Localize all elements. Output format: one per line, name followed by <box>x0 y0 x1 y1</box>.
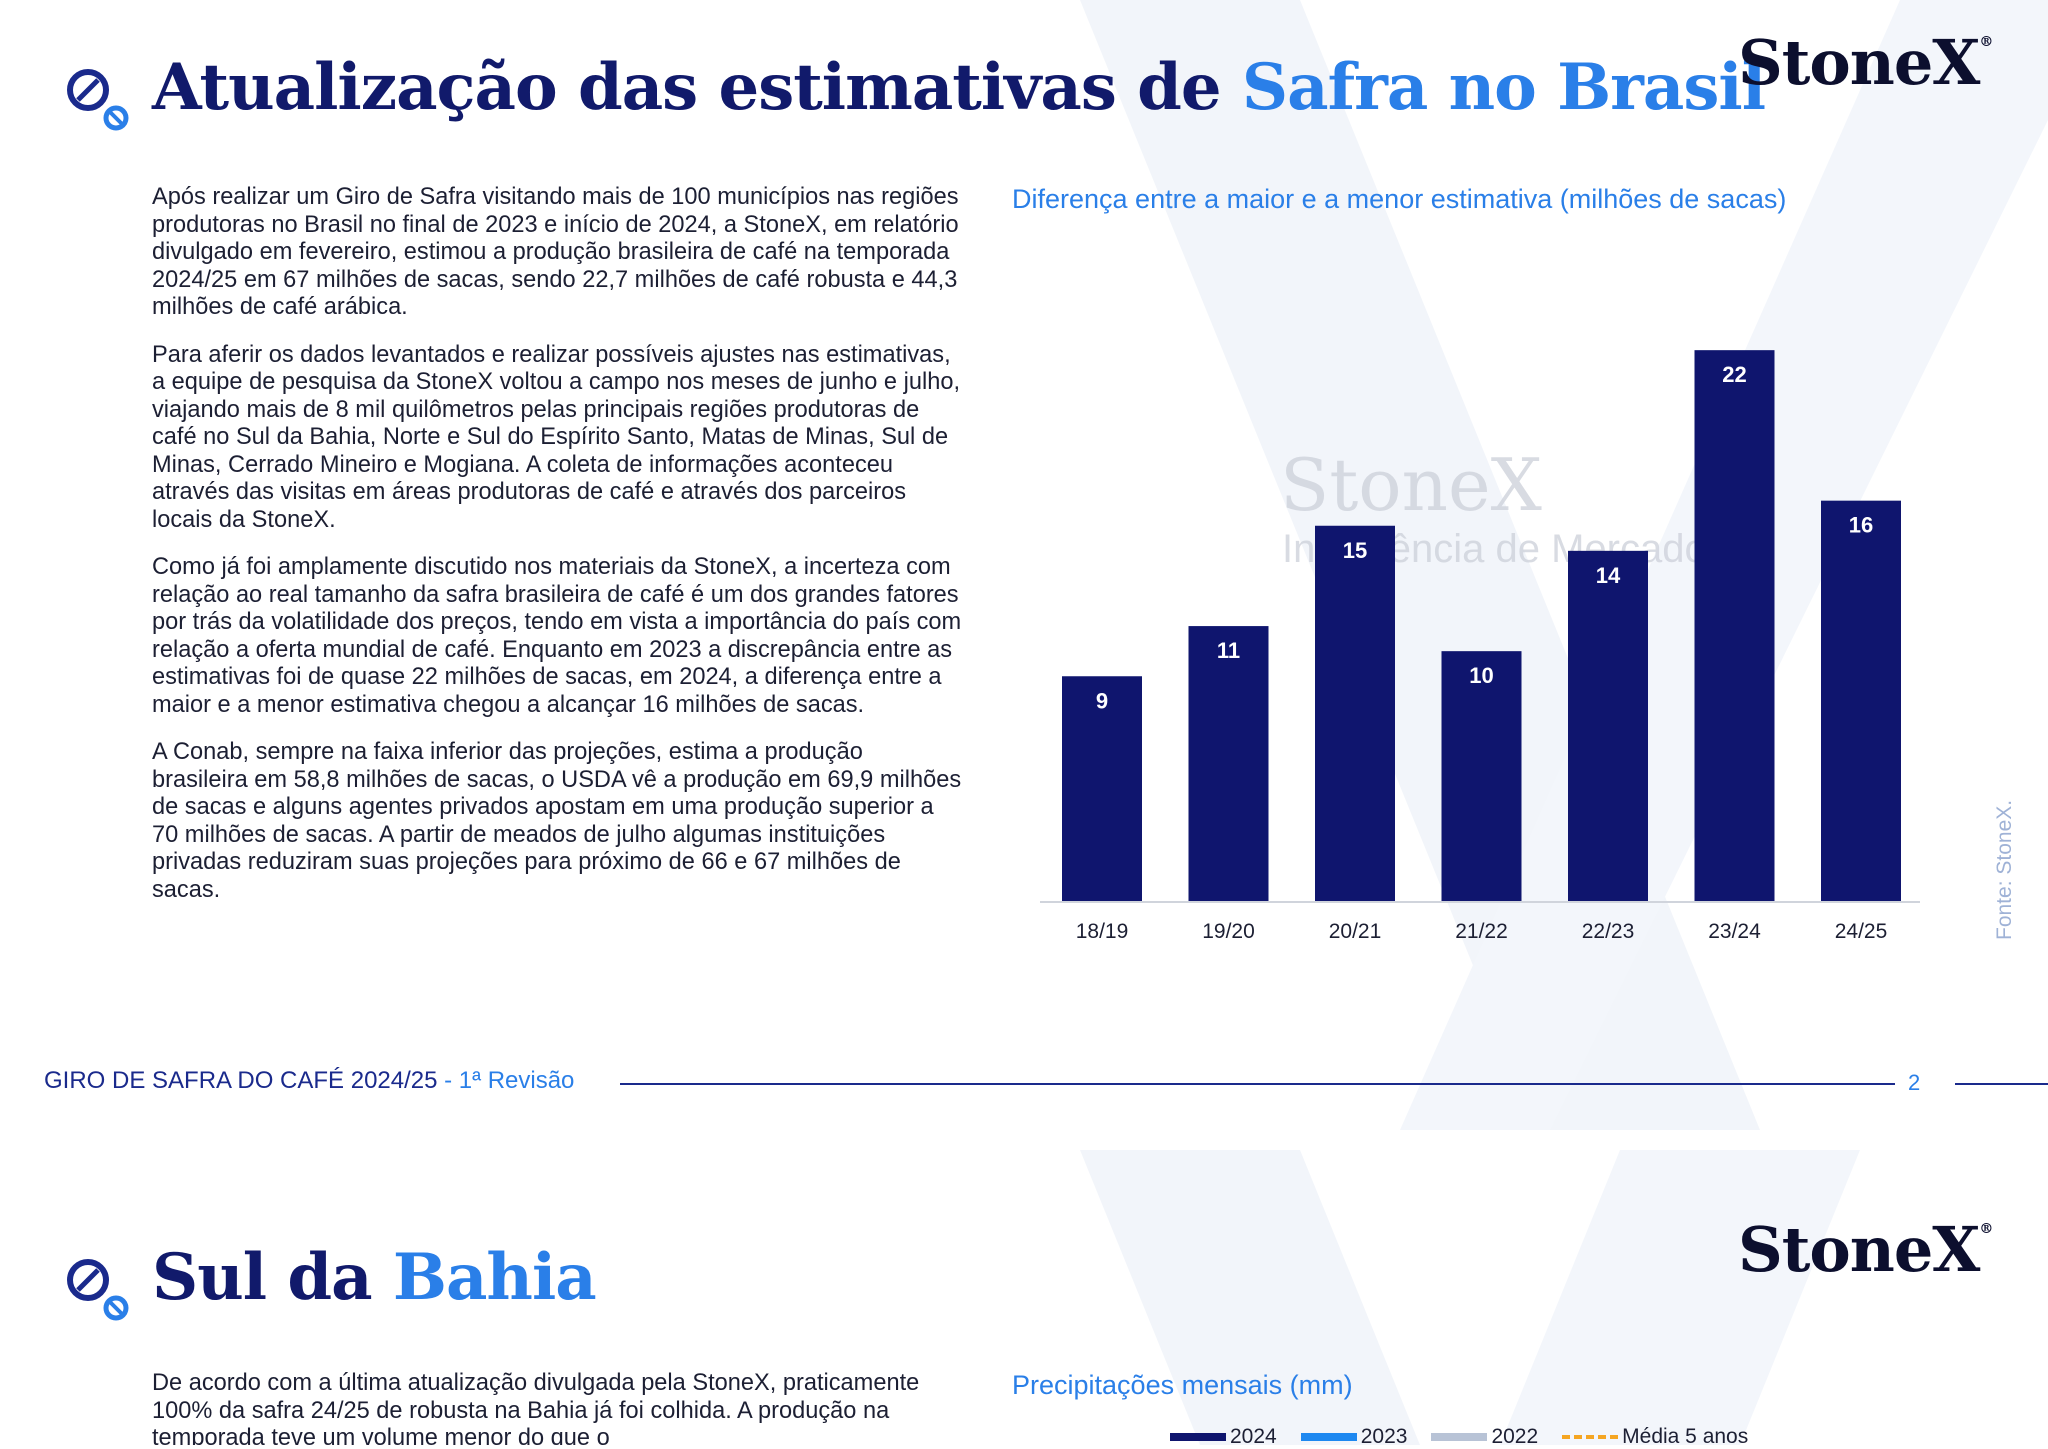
x-tick-label: 24/25 <box>1835 920 1888 943</box>
bar-value-label: 22 <box>1722 362 1746 387</box>
x-tick-label: 21/22 <box>1455 920 1508 943</box>
title-part-1: Atualização das estimativas de <box>152 50 1242 125</box>
legend-item-2024: 2024 <box>1170 1425 1277 1449</box>
bar-20-21 <box>1315 525 1395 902</box>
report-page-1: Atualização das estimativas de Safra no … <box>44 0 2048 1130</box>
bar-22-23 <box>1568 550 1648 902</box>
coffee-bean-icon <box>67 69 129 131</box>
bar-value-label: 16 <box>1849 513 1873 538</box>
footer-main: GIRO DE SAFRA DO CAFÉ 2024/25 <box>44 1067 438 1094</box>
x-tick-label: 18/19 <box>1076 920 1129 943</box>
footer-divider-right <box>1955 1083 2048 1085</box>
bar-value-label: 9 <box>1096 688 1108 713</box>
x-tick-label: 23/24 <box>1708 920 1761 943</box>
paragraph-4: A Conab, sempre na faixa inferior das pr… <box>152 739 962 903</box>
coffee-bean-icon <box>67 1259 129 1321</box>
chart-title: Diferença entre a maior e a menor estima… <box>1012 184 1787 214</box>
logo-text: StoneX <box>1738 1213 1980 1286</box>
legend-item-media: Média 5 anos <box>1562 1425 1748 1449</box>
footer-title: GIRO DE SAFRA DO CAFÉ 2024/25 - 1ª Revis… <box>44 1067 574 1095</box>
stonex-logo: StoneX® <box>1738 1213 1993 1286</box>
legend-item-2022: 2022 <box>1431 1425 1538 1449</box>
bar-19-20 <box>1188 626 1269 902</box>
bar-23-24 <box>1694 350 1775 903</box>
title-part-1: Sul da <box>152 1240 393 1315</box>
chart-watermark-logo: StoneX <box>1280 443 1542 527</box>
legend-label: Média 5 anos <box>1622 1425 1749 1448</box>
logo-text: StoneX <box>1738 26 1980 99</box>
bar-24-25 <box>1821 500 1901 902</box>
legend-label: 2024 <box>1230 1425 1277 1448</box>
paragraph-1: Após realizar um Giro de Safra visitando… <box>152 184 959 320</box>
bar-value-label: 10 <box>1469 663 1493 688</box>
bar-value-label: 11 <box>1217 638 1240 663</box>
legend-label: 2022 <box>1491 1425 1539 1448</box>
bar-value-label: 15 <box>1343 538 1367 563</box>
paragraph-3: Como já foi amplamente discutido nos mat… <box>152 554 962 718</box>
x-tick-label: 20/21 <box>1329 920 1382 943</box>
page-number: 2 <box>1908 1070 1921 1095</box>
footer-separator: - <box>437 1067 459 1094</box>
bar-value-label: 14 <box>1596 563 1621 588</box>
legend-label: 2023 <box>1360 1425 1408 1448</box>
footer-revision: 1ª Revisão <box>458 1067 575 1094</box>
title-part-2: Safra no Brasil <box>1241 50 1766 125</box>
article-body-2: De acordo com a última atualização divul… <box>152 1370 962 1445</box>
chart-title-2: Precipitações mensais (mm) <box>1012 1370 1353 1400</box>
x-tick-label: 22/23 <box>1582 920 1635 943</box>
page-title: Atualização das estimativas de Safra no … <box>152 50 1766 125</box>
page-2-title: Sul da Bahia <box>152 1240 597 1315</box>
legend-item-2023: 2023 <box>1300 1425 1408 1449</box>
x-tick-label: 19/20 <box>1202 920 1255 943</box>
chart-legend: 2024 2023 2022 Média 5 anos <box>1170 1425 1748 1449</box>
source-note: Fonte: StoneX. <box>1993 799 2016 940</box>
bar-21-22 <box>1441 651 1522 902</box>
footer-divider <box>620 1083 1895 1085</box>
title-part-2: Bahia <box>392 1240 597 1315</box>
paragraph-1: De acordo com a última atualização divul… <box>152 1370 920 1445</box>
article-body: Após realizar um Giro de Safra visitando… <box>152 184 962 924</box>
bar-18-19 <box>1062 676 1142 902</box>
paragraph-2: Para aferir os dados levantados e realiz… <box>152 341 960 533</box>
bar-chart: StoneX Inteligência de Mercado 918/19111… <box>1040 350 1920 943</box>
stonex-logo: StoneX® <box>1738 26 1993 99</box>
